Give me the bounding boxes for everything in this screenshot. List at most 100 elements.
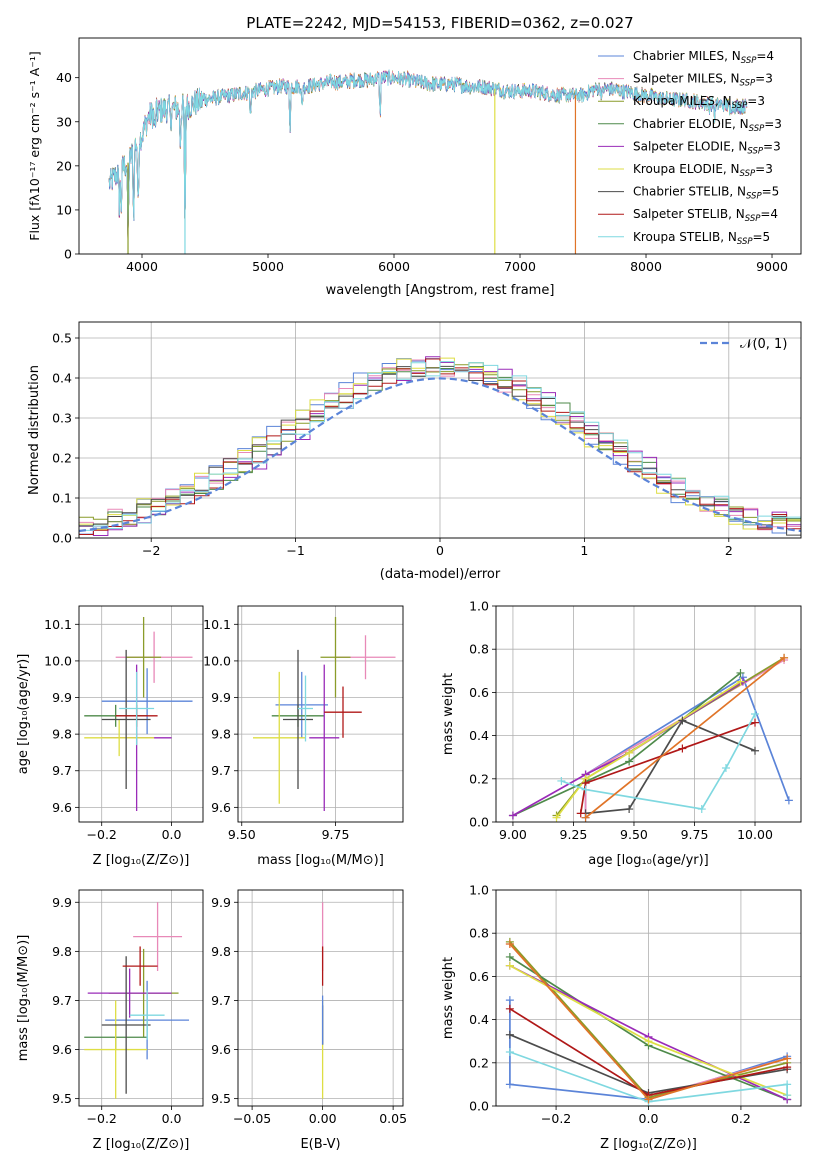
y-tick-label: 0.3 (52, 411, 72, 426)
mass-weight-marker (751, 718, 760, 727)
y-tick-label: 9.7 (52, 993, 72, 1008)
x-tick-label: −1 (286, 543, 304, 558)
x-tick-label: 0.05 (379, 1111, 407, 1126)
axes-frame (78, 321, 802, 539)
x-tick-label: 0.2 (731, 1111, 751, 1126)
mass-weight-marker (678, 744, 687, 753)
legend-label: Kroupa MILES, NSSP=3 (633, 94, 765, 111)
x-tick-label: 10.00 (737, 827, 773, 842)
legend-label: Salpeter STELIB, NSSP=4 (633, 207, 778, 224)
axes-frame (78, 37, 802, 255)
axes-frame (495, 889, 802, 1107)
legend-label-text: Kroupa MILES, N (633, 94, 732, 108)
y-axis-label: mass [log₁₀(M/M⊙)] (16, 935, 31, 1062)
legend-label: Chabrier ELODIE, NSSP=3 (633, 117, 782, 134)
x-axis-label: Z [log₁₀(Z/Z⊙)] (93, 1137, 190, 1152)
normal-reference-curve (79, 377, 801, 533)
legend-label: Salpeter MILES, NSSP=3 (633, 72, 773, 89)
x-axis-label: Z [log₁₀(Z/Z⊙)] (600, 1137, 697, 1152)
legend-nssp-value: =4 (756, 49, 774, 63)
y-tick-label: 20 (56, 158, 72, 173)
legend-label-text: Chabrier STELIB, N (633, 185, 746, 199)
y-tick-label: 0.0 (469, 1099, 489, 1114)
mass-weight-marker (581, 785, 590, 794)
y-tick-label: 9.9 (211, 690, 231, 705)
x-tick-label: 4000 (126, 259, 158, 274)
x-tick-label: 6000 (378, 259, 410, 274)
legend-nssp-value: =3 (763, 139, 781, 153)
figure-title: PLATE=2242, MJD=54153, FIBERID=0362, z=0… (246, 14, 633, 32)
legend-subscript: SSP (745, 214, 761, 224)
legend-nssp-value: =5 (753, 230, 771, 244)
mass-weight-marker (751, 746, 760, 755)
x-axis-label: wavelength [Angstrom, rest frame] (326, 283, 555, 298)
x-tick-label: 9.75 (322, 827, 350, 842)
y-tick-label: 9.5 (52, 1091, 72, 1106)
y-tick-label: 10.1 (203, 617, 231, 632)
y-tick-label: 0.2 (469, 1055, 489, 1070)
mass-weight-marker (697, 805, 706, 814)
legend-nssp-value: =3 (755, 72, 773, 86)
mass-weight-marker (783, 1054, 792, 1063)
mass-weight-marker (505, 952, 514, 961)
mass-weight-line (509, 1051, 788, 1103)
x-tick-label: 0.0 (162, 827, 182, 842)
mass-weight-marker (736, 668, 745, 677)
y-tick-label: 0 (64, 247, 72, 262)
mass-weight-marker (678, 716, 687, 725)
mass-weight-line (555, 680, 741, 819)
errorbar-plot-area (84, 616, 193, 812)
y-tick-label: 9.9 (52, 690, 72, 705)
axes-frame (237, 605, 404, 823)
legend-label-text: Chabrier MILES, N (633, 49, 741, 63)
y-tick-label: 0.2 (52, 451, 72, 466)
legend-label: Chabrier STELIB, NSSP=5 (633, 185, 779, 202)
legend-subscript: SSP (737, 237, 753, 247)
y-tick-label: 0.2 (469, 771, 489, 786)
y-tick-label: 9.7 (211, 763, 231, 778)
mass-weight-marker (783, 1063, 792, 1072)
x-tick-label: 1 (580, 543, 588, 558)
legend-nssp-value: =4 (760, 207, 778, 221)
legend-label-text: Salpeter MILES, N (633, 72, 740, 86)
y-axis-label: mass weight (441, 673, 456, 755)
mass-weight-marker (644, 1095, 653, 1104)
legend-label: 𝒩(0, 1) (740, 337, 787, 352)
y-tick-label: 40 (56, 70, 72, 85)
y-tick-label: 0.0 (52, 531, 72, 546)
x-tick-label: 7000 (504, 259, 536, 274)
y-tick-label: 9.9 (52, 895, 72, 910)
x-tick-label: 5000 (252, 259, 284, 274)
y-tick-label: 10.0 (203, 653, 231, 668)
y-tick-label: 10.1 (44, 617, 72, 632)
y-tick-label: 9.8 (211, 727, 231, 742)
x-tick-label: −0.2 (87, 827, 117, 842)
y-tick-label: 1.0 (469, 599, 489, 614)
y-tick-label: 0.4 (469, 728, 489, 743)
mass-weight-marker (581, 813, 590, 822)
mass-weight-line (585, 657, 785, 819)
mass-weight-marker (736, 677, 745, 686)
x-tick-label: 0.0 (639, 1111, 659, 1126)
mass-weight-marker (625, 805, 634, 814)
x-tick-label: 0.00 (309, 1111, 337, 1126)
x-tick-label: 9.00 (499, 827, 527, 842)
y-tick-label: 9.9 (211, 895, 231, 910)
y-tick-label: 9.6 (52, 800, 72, 815)
mass-weight-marker (780, 653, 789, 662)
legend-subscript: SSP (747, 146, 763, 156)
errorbar-plot-area (253, 616, 396, 812)
x-tick-label: 9.50 (620, 827, 648, 842)
legend-label-text: Salpeter ELODIE, N (633, 139, 747, 153)
mass-weight-marker (508, 811, 517, 820)
x-tick-label: −0.2 (87, 1111, 117, 1126)
histogram-plot-area (79, 356, 801, 538)
mass-weight-marker (505, 1030, 514, 1039)
mass-weight-marker (505, 961, 514, 970)
x-axis-label: mass [log₁₀(M/M⊙)] (257, 853, 384, 868)
y-tick-label: 0.5 (52, 331, 72, 346)
errorbar-plot-area (84, 902, 190, 1099)
x-tick-label: −0.05 (233, 1111, 271, 1126)
y-tick-label: 0.6 (469, 685, 489, 700)
mass-weight-marker (505, 940, 514, 948)
